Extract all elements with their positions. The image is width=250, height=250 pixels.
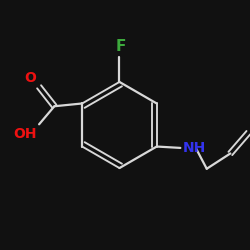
Text: F: F	[116, 39, 126, 54]
Text: O: O	[24, 70, 36, 85]
Text: OH: OH	[13, 126, 36, 140]
Text: NH: NH	[183, 141, 206, 155]
